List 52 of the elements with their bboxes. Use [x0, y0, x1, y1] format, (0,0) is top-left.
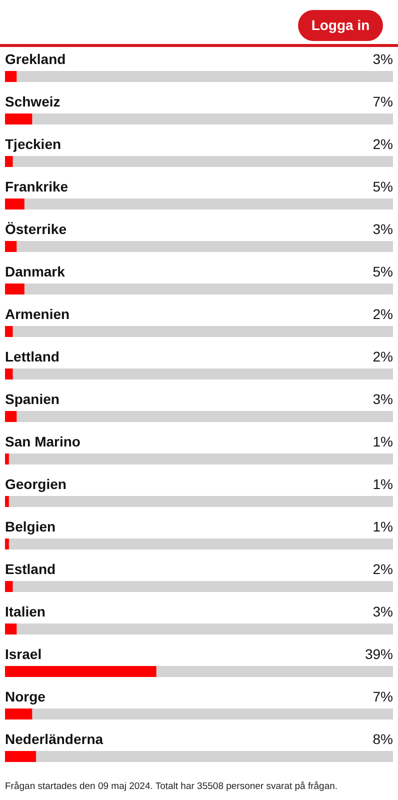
- data-label: 2%: [372, 306, 393, 322]
- y-tick-label: Estland: [5, 561, 56, 577]
- bar: [5, 751, 36, 762]
- data-label: 3%: [372, 221, 393, 237]
- data-label: 7%: [372, 94, 393, 110]
- bar: [5, 284, 24, 294]
- bar: [5, 624, 17, 634]
- y-tick-label: Nederländerna: [5, 731, 104, 747]
- text: Frågan startades den 09 maj 2024. Totalt har 35508 personer svarat på frågan.: [5, 781, 338, 792]
- bar: [5, 198, 24, 210]
- bar: [5, 411, 17, 422]
- y-tick-label: Georgien: [5, 476, 66, 492]
- y-tick-label: Israel: [5, 646, 42, 662]
- data-label: 3%: [372, 391, 393, 407]
- bar: [5, 241, 17, 252]
- data-label: 2%: [372, 136, 393, 152]
- bar: [5, 708, 32, 720]
- data-label: 1%: [372, 476, 393, 492]
- bar: [5, 454, 9, 464]
- y-tick-label: Tjeckien: [5, 136, 62, 152]
- data-label: 5%: [372, 178, 393, 194]
- y-tick-label: Danmark: [5, 264, 66, 280]
- data-label: 7%: [372, 688, 393, 704]
- y-tick-label: Norge: [5, 688, 46, 704]
- y-tick-label: Armenien: [5, 306, 70, 322]
- y-tick-label: Lettland: [5, 348, 60, 364]
- data-label: 1%: [372, 518, 393, 534]
- data-label: 3%: [372, 604, 393, 620]
- y-tick-label: Belgien: [5, 518, 56, 534]
- data-label: 2%: [372, 561, 393, 577]
- bar: [5, 581, 13, 592]
- data-label: 5%: [372, 264, 393, 280]
- y-tick-label: Schweiz: [5, 94, 60, 110]
- bar: [5, 368, 13, 380]
- data-label: 39%: [364, 646, 393, 662]
- y-tick-label: Österrike: [5, 221, 67, 237]
- y-tick-label: Italien: [5, 604, 46, 620]
- bar: [5, 71, 17, 82]
- y-tick-label: Spanien: [5, 391, 60, 407]
- bar: [5, 156, 13, 167]
- login-button: Logga in: [298, 10, 383, 41]
- bar: [5, 326, 13, 337]
- data-label: 2%: [372, 348, 393, 364]
- data-label: 1%: [372, 434, 393, 450]
- y-tick-label: San Marino: [5, 434, 80, 450]
- bar: [5, 496, 9, 507]
- bar: [5, 114, 32, 124]
- data-label: 8%: [372, 731, 393, 747]
- data-label: 3%: [372, 51, 393, 67]
- bar: [5, 538, 9, 550]
- y-tick-label: Frankrike: [5, 178, 68, 194]
- y-tick-label: Grekland: [5, 51, 66, 67]
